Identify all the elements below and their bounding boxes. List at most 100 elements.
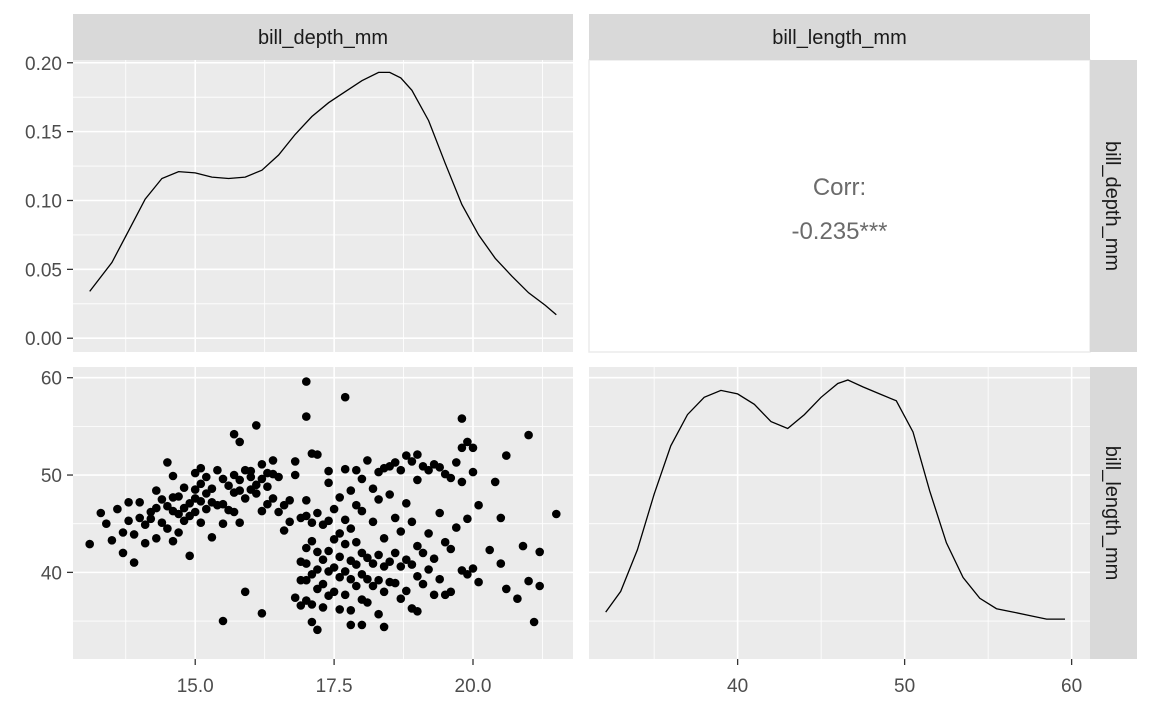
scatter-point	[552, 509, 561, 519]
scatter-point	[385, 490, 395, 499]
scatter-point	[457, 414, 467, 423]
strip-label: bill_length_mm	[1101, 446, 1123, 581]
scatter-point	[124, 498, 133, 507]
scatter-point	[407, 457, 417, 466]
scatter-point	[307, 617, 317, 627]
scatter-point	[157, 518, 167, 527]
scatter-point	[235, 518, 244, 527]
panel-density-bill-depth	[73, 60, 573, 352]
scatter-point	[196, 463, 206, 473]
scatter-point	[368, 559, 378, 568]
scatter-point	[302, 575, 311, 585]
scatter-point	[257, 460, 267, 469]
scatter-point	[318, 603, 328, 612]
strip-column-bill-depth: bill_depth_mm	[73, 14, 573, 60]
y-tick-label: 40	[41, 563, 62, 584]
scatter-point	[396, 562, 406, 571]
scatter-point	[235, 475, 244, 485]
scatter-point	[302, 543, 311, 553]
scatter-point	[240, 494, 250, 503]
scatter-point	[279, 500, 289, 510]
scatter-point	[335, 552, 345, 562]
panel-scatter	[73, 367, 573, 659]
scatter-point	[190, 468, 200, 478]
scatter-point	[168, 471, 178, 481]
scatter-point	[468, 467, 478, 477]
scatter-point	[524, 430, 533, 440]
scatter-point	[229, 507, 239, 517]
scatter-point	[340, 590, 350, 600]
scatter-point	[390, 548, 400, 558]
scatter-point	[185, 499, 194, 508]
scatter-point	[218, 616, 228, 626]
scatter-point	[202, 489, 211, 498]
panel-density-bill-length	[589, 367, 1090, 659]
scatter-point	[207, 484, 217, 494]
y-tick-label: 60	[41, 369, 62, 390]
strip-label: bill_depth_mm	[258, 27, 388, 49]
scatter-point	[396, 594, 406, 603]
scatter-point	[363, 553, 372, 563]
scatter-point	[213, 465, 222, 475]
y-axis-bill-length: 40 50 60	[41, 369, 73, 584]
scatter-point	[335, 572, 345, 582]
y-axis-density: 0.00 0.05 0.10 0.15 0.20	[25, 54, 73, 350]
scatter-point	[357, 506, 367, 516]
scatter-point	[313, 565, 322, 574]
scatter-point	[163, 524, 172, 533]
scatter-point	[218, 499, 228, 509]
scatter-point	[329, 504, 339, 514]
scatter-point	[413, 572, 422, 581]
strip-background	[1090, 60, 1137, 352]
scatter-point	[179, 503, 189, 513]
scatter-point	[452, 523, 461, 532]
scatter-point	[385, 557, 395, 566]
scatter-point	[463, 514, 472, 524]
scatter-point	[279, 526, 289, 535]
scatter-point	[302, 511, 311, 521]
scatter-point	[413, 450, 422, 459]
strip-label: bill_length_mm	[772, 27, 907, 49]
scatter-point	[524, 576, 533, 586]
scatter-point	[235, 437, 244, 447]
scatter-point	[424, 529, 433, 538]
scatter-point	[490, 477, 500, 487]
scatter-point	[140, 538, 150, 548]
scatter-point	[335, 529, 345, 538]
y-tick-label: 0.15	[25, 123, 62, 144]
scatter-point	[224, 481, 233, 491]
scatter-point	[313, 508, 322, 518]
scatter-point	[496, 513, 506, 523]
scatter-point	[340, 392, 350, 402]
scatter-point	[124, 516, 133, 526]
scatter-point	[274, 472, 283, 482]
gridlines	[73, 60, 573, 352]
scatter-point	[268, 494, 278, 503]
scatter-point	[152, 486, 161, 495]
scatter-point	[268, 456, 278, 465]
scatter-point	[413, 541, 422, 551]
corr-label: Corr:	[813, 174, 866, 201]
scatter-point	[535, 547, 544, 557]
scatter-point	[179, 516, 189, 526]
strip-background	[1090, 367, 1137, 659]
scatter-point	[363, 456, 372, 465]
scatter-point	[118, 548, 128, 558]
scatter-point	[196, 518, 206, 527]
scatter-point	[174, 509, 183, 519]
scatter-point	[390, 458, 400, 467]
scatter-point	[352, 500, 361, 510]
scatter-point	[307, 536, 317, 546]
scatter-point	[513, 594, 522, 603]
scatter-point	[118, 528, 128, 537]
scatter-point	[502, 584, 511, 594]
scatter-point	[324, 516, 333, 526]
scatter-point	[357, 548, 367, 558]
scatter-point	[302, 412, 311, 421]
scatter-point	[229, 429, 239, 439]
scatter-point	[424, 465, 433, 475]
scatter-point	[407, 517, 417, 527]
scatter-point	[457, 443, 467, 453]
scatter-point	[363, 598, 372, 607]
